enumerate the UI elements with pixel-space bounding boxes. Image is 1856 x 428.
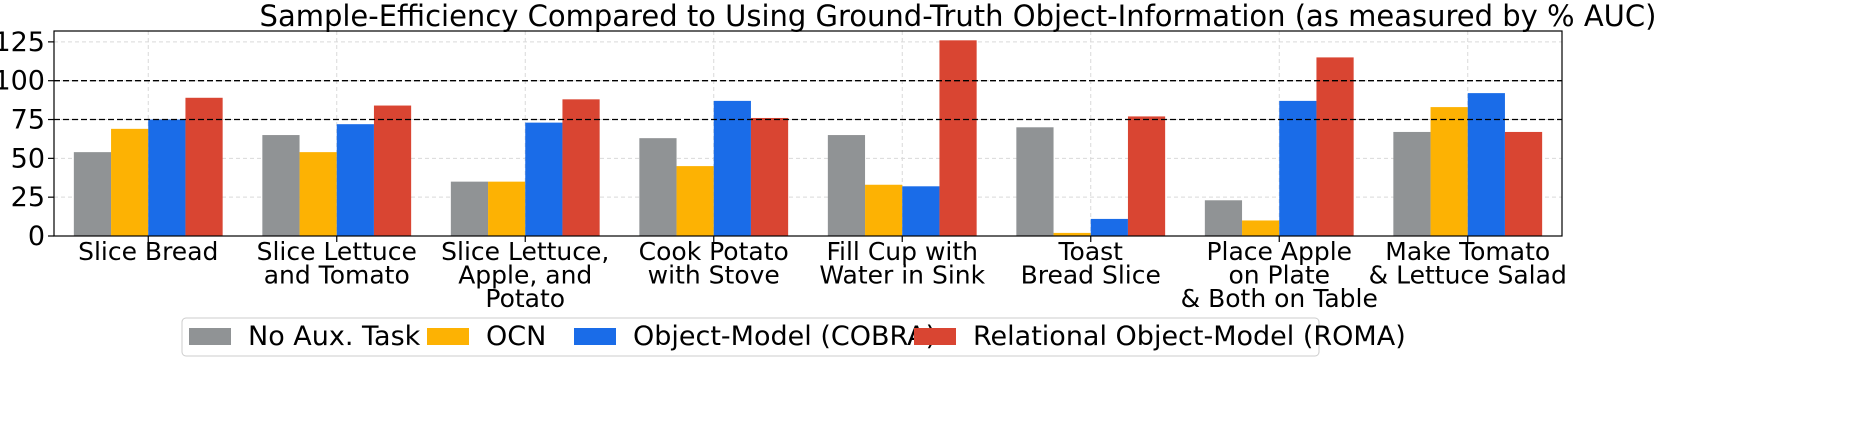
category-label: Fill Cup with Water in Sink <box>819 237 985 290</box>
bar <box>1053 232 1091 236</box>
category-label-line: on Plate <box>1228 261 1330 290</box>
category-label-line: Potato <box>485 284 565 313</box>
bar <box>525 122 563 236</box>
bar <box>1316 57 1354 236</box>
legend-swatch <box>574 328 616 345</box>
bar <box>1393 131 1431 236</box>
category-label-line: with Stove <box>648 261 780 290</box>
category-label-line: Apple, and <box>458 261 592 290</box>
bar <box>1467 93 1505 236</box>
bars <box>73 40 1543 237</box>
legend-swatch <box>427 328 469 345</box>
bar <box>939 40 977 237</box>
category-label-line: and Tomato <box>264 261 410 290</box>
bar <box>750 117 789 236</box>
legend-label: No Aux. Task <box>248 321 421 352</box>
bar <box>562 99 600 236</box>
category-label-line: Slice Lettuce, <box>441 237 609 266</box>
bar <box>902 186 940 236</box>
bar <box>827 135 866 236</box>
bar <box>1204 200 1243 236</box>
category-label: Slice Lettuce and Tomato <box>257 237 417 290</box>
bar <box>713 100 751 237</box>
category-label-line: Place Apple <box>1206 237 1352 266</box>
legend: No Aux. Task OCN Object-Model (COBRA) Relat… <box>181 317 1406 357</box>
legend-label: OCN <box>486 321 546 352</box>
legend-swatch <box>914 328 956 345</box>
bar <box>262 135 300 236</box>
category-label: Place Apple on Plate & Both on Table <box>1181 237 1378 313</box>
bar <box>148 119 186 236</box>
reference-lines <box>54 80 1562 121</box>
category-label: Make Tomato & Lettuce Salad <box>1369 237 1567 290</box>
bar <box>1016 127 1054 236</box>
y-tick-label: 75 <box>11 105 45 136</box>
category-label-line: Bread Slice <box>1021 261 1161 290</box>
legend-frame <box>181 317 1320 357</box>
bar <box>1430 107 1468 237</box>
bar <box>1279 100 1317 237</box>
category-label-line: & Both on Table <box>1181 284 1378 313</box>
bar <box>1090 218 1128 236</box>
bar <box>1242 220 1280 236</box>
category-label-line: Slice Lettuce <box>257 237 417 266</box>
bar <box>639 138 677 236</box>
bar <box>488 181 526 236</box>
y-axis: 0 25 50 75 100 125 <box>0 27 54 252</box>
bar <box>336 124 374 236</box>
category-label-line: Cook Potato <box>639 237 789 266</box>
bar <box>185 97 223 236</box>
category-label-line: Slice Bread <box>78 237 218 266</box>
category-label: Slice Bread <box>78 237 218 266</box>
y-tick-label: 25 <box>11 182 45 213</box>
legend-label: Object-Model (COBRA) <box>633 321 936 352</box>
bar <box>1127 116 1166 236</box>
category-label-line: & Lettuce Salad <box>1369 261 1567 290</box>
category-label-line: Fill Cup with <box>826 237 978 266</box>
x-axis: Slice Bread Slice Lettuce and TomatoSlice … <box>78 236 1567 313</box>
bar <box>373 105 412 236</box>
y-tick-label: 0 <box>28 221 45 252</box>
bar <box>450 181 489 236</box>
category-label: Toast Bread Slice <box>1021 237 1161 290</box>
bar <box>73 152 112 236</box>
y-tick-label: 100 <box>0 66 45 97</box>
category-label: Slice Lettuce, Apple, and Potato <box>441 237 609 313</box>
chart-title: Sample-Efficiency Compared to Using Grou… <box>260 0 1657 33</box>
bar <box>299 152 337 236</box>
category-label-line: Water in Sink <box>819 261 985 290</box>
y-tick-label: 125 <box>0 27 45 58</box>
legend-swatch <box>189 328 231 345</box>
bar <box>865 184 903 236</box>
legend-label: Relational Object-Model (ROMA) <box>973 321 1406 352</box>
bar <box>1504 131 1543 236</box>
category-label-line: Make Tomato <box>1385 237 1550 266</box>
bar <box>111 128 149 236</box>
category-label: Cook Potato with Stove <box>639 237 789 290</box>
plot-frame <box>53 30 1563 237</box>
category-label-line: Toast <box>1058 237 1124 266</box>
y-tick-label: 50 <box>11 143 45 174</box>
bar <box>676 166 714 236</box>
